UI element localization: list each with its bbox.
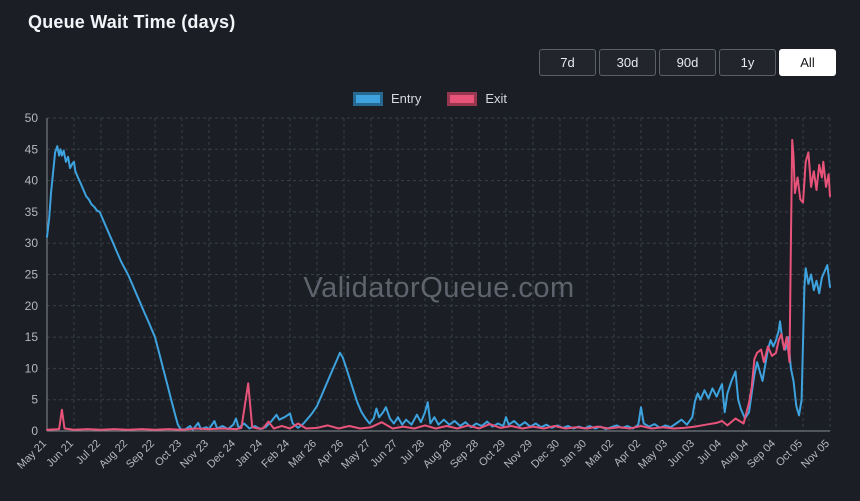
x-tick-label: Aug 28 [421,438,454,471]
legend-entry-label: Entry [390,91,422,106]
y-tick-label: 25 [25,268,39,282]
entry-swatch [352,91,383,106]
y-tick-label: 40 [25,174,39,188]
series-line-exit[interactable] [46,138,831,431]
range-all-button[interactable]: All [779,49,836,76]
y-tick-label: 20 [25,299,39,313]
x-tick-label: May 27 [339,438,373,472]
y-tick-label: 0 [31,424,38,438]
exit-swatch [447,91,478,106]
series-line-entry[interactable] [46,145,831,431]
range-1y-button[interactable]: 1y [719,49,776,76]
legend-item-exit[interactable]: Exit [447,91,507,106]
x-tick-label: May 03 [636,438,670,472]
x-tick-label: Nov 29 [502,438,535,471]
x-tick-label: Sep 28 [448,438,481,471]
x-tick-label: Feb 24 [259,438,292,471]
y-tick-label: 45 [25,142,39,156]
x-tick-label: Jan 30 [557,438,589,470]
legend-item-entry[interactable]: Entry [352,91,422,106]
x-tick-label: Jan 24 [233,438,265,470]
range-buttons: 7d 30d 90d 1y All [539,49,836,76]
y-tick-label: 35 [25,205,39,219]
y-tick-label: 50 [25,111,39,125]
x-tick-label: Mar 02 [583,438,616,471]
x-tick-label: Nov 05 [799,438,832,471]
range-30d-button[interactable]: 30d [599,49,656,76]
y-tick-label: 30 [25,236,39,250]
x-tick-label: May 21 [15,438,49,472]
x-tick-label: Aug 22 [97,438,130,471]
x-tick-label: Aug 04 [718,438,751,471]
y-tick-label: 10 [25,361,39,375]
watermark: ValidatorQueue.com [303,272,574,304]
x-tick-label: Dec 24 [205,438,238,471]
range-7d-button[interactable]: 7d [539,49,596,76]
legend-exit-label: Exit [485,91,507,106]
x-tick-label: Sep 22 [124,438,157,471]
y-tick-label: 5 [31,393,38,407]
x-tick-label: Dec 30 [529,438,562,471]
range-90d-button[interactable]: 90d [659,49,716,76]
x-tick-label: Sep 04 [745,438,778,471]
x-tick-label: Mar 26 [286,438,319,471]
legend: Entry Exit [0,91,860,106]
page-title: Queue Wait Time (days) [28,12,236,32]
x-tick-label: Jun 27 [368,438,400,470]
y-tick-label: 15 [25,330,39,344]
x-tick-label: Jun 21 [44,438,76,470]
x-tick-label: Jun 03 [665,438,697,470]
x-tick-label: Nov 23 [178,438,211,471]
